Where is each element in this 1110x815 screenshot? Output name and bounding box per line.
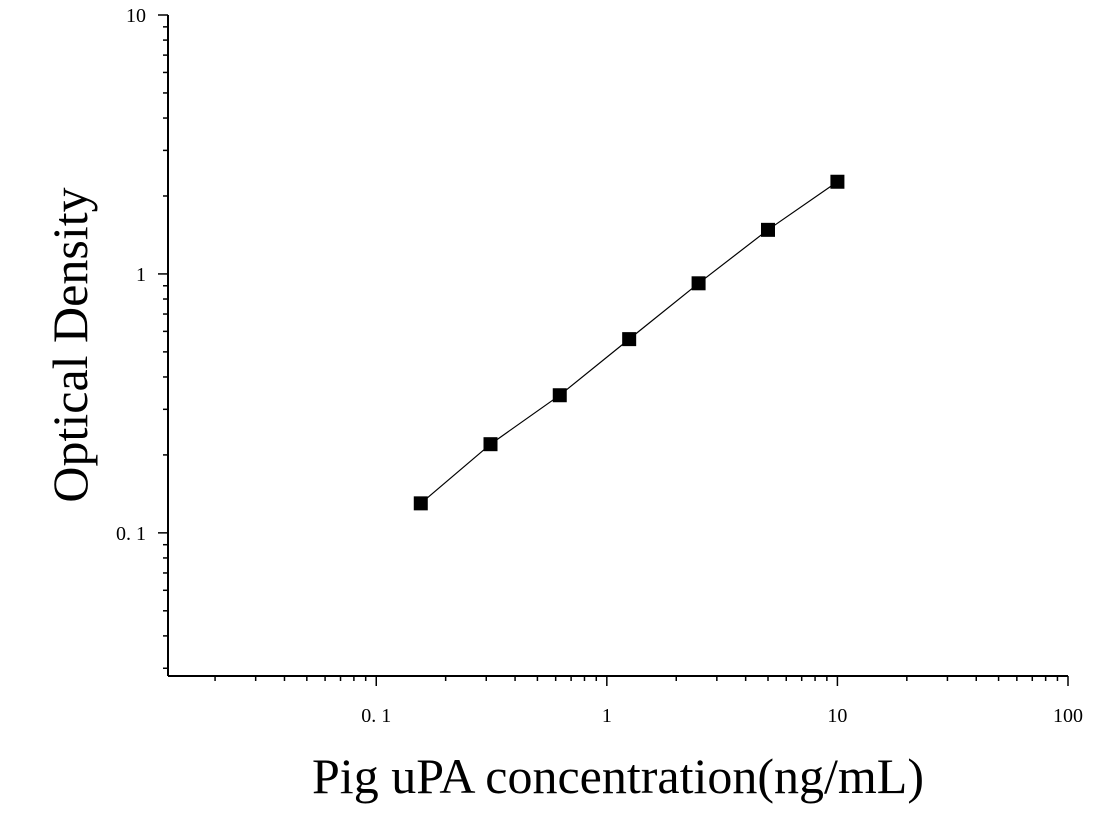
y-axis-title: Optical Density [42, 187, 98, 502]
data-point [761, 222, 775, 237]
x-tick-label: 1 [602, 705, 612, 727]
x-tick-label: 10 [827, 705, 847, 727]
ticks: 0. 1 1 10 100 0. 1 1 10 [116, 5, 1083, 727]
data-point [691, 276, 706, 291]
data-point [413, 496, 428, 511]
axes [167, 15, 1068, 677]
data-point [483, 437, 498, 452]
data-point [622, 332, 637, 347]
data-point [552, 388, 567, 403]
x-tick-label: 100 [1053, 705, 1083, 727]
y-tick-label: 0. 1 [116, 523, 146, 545]
x-axis-title: Pig uPA concentration(ng/mL) [312, 748, 924, 804]
x-tick-label: 0. 1 [361, 705, 391, 727]
y-tick-label: 1 [136, 264, 146, 286]
data-point [830, 174, 845, 189]
data-points [413, 174, 845, 511]
y-tick-label: 10 [126, 5, 146, 27]
